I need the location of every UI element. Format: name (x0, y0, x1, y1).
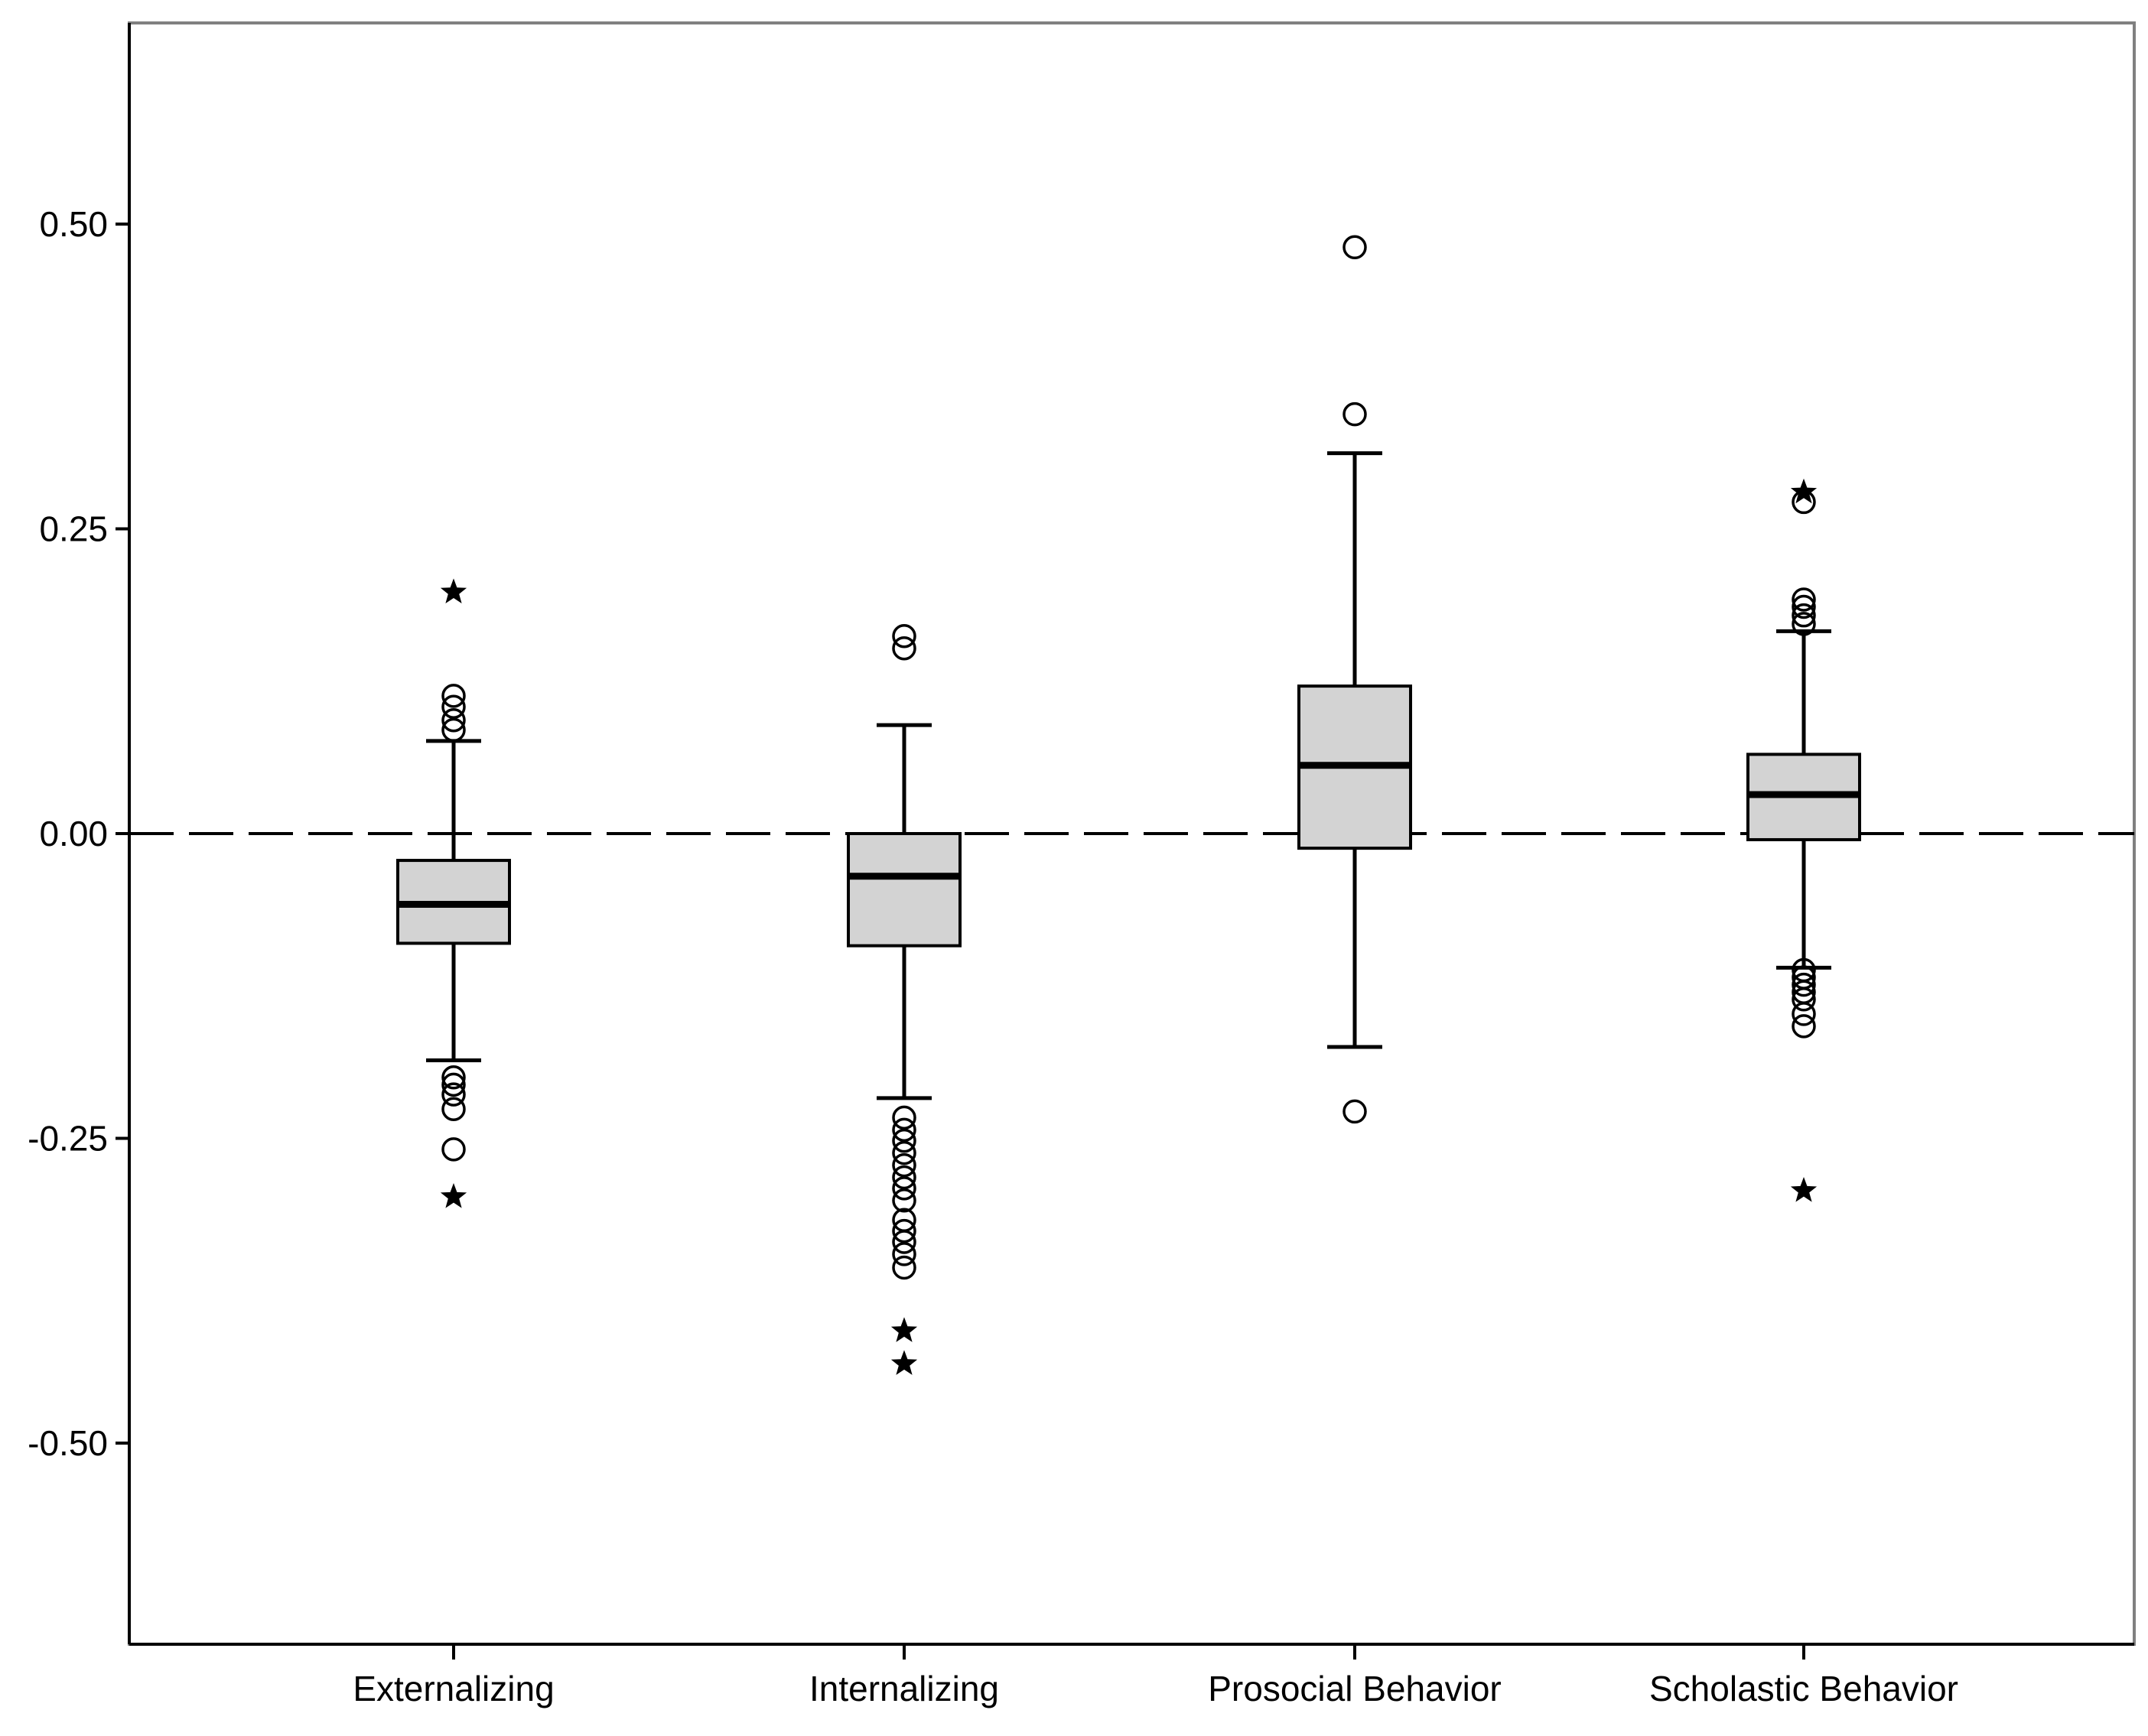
internalizing-outlier (892, 1128, 916, 1153)
internalizing-outlier (892, 1140, 916, 1165)
y-tick-label: -0.50 (28, 1423, 108, 1463)
scholastic-behavior-outlier (1792, 972, 1816, 997)
externalizing-outlier (441, 1072, 466, 1097)
internalizing-extreme (890, 1350, 918, 1375)
y-tick-label: 0.25 (39, 509, 108, 549)
internalizing-outlier (892, 1230, 916, 1254)
y-tick-label: 0.00 (39, 814, 108, 853)
scholastic-behavior-outlier (1792, 987, 1816, 1012)
prosocial-behavior-outlier (1342, 1099, 1367, 1124)
scholastic-behavior-outlier (1792, 1002, 1816, 1026)
internalizing-outlier (892, 1188, 916, 1213)
internalizing-outlier (892, 1152, 916, 1178)
internalizing-outlier (892, 636, 916, 661)
internalizing-outlier (892, 1176, 916, 1201)
internalizing-extreme (890, 1317, 918, 1342)
externalizing-extreme (440, 1183, 467, 1208)
internalizing-outlier (892, 1105, 916, 1130)
scholastic-behavior-outlier (1792, 587, 1816, 612)
externalizing-outlier (441, 1097, 466, 1121)
y-tick-label: 0.50 (39, 204, 108, 244)
scholastic-behavior-outlier (1792, 594, 1816, 619)
prosocial-behavior-outlier (1342, 235, 1367, 260)
externalizing-outlier (441, 684, 466, 708)
x-tick-label: Scholastic Behavior (1649, 1669, 1958, 1708)
scholastic-behavior-extreme (1790, 478, 1818, 504)
internalizing-outlier (892, 1165, 916, 1190)
prosocial-behavior-outlier (1342, 401, 1367, 427)
internalizing-outlier (892, 1242, 916, 1266)
x-tick-label: Externalizing (353, 1669, 554, 1708)
internalizing-box (847, 832, 962, 948)
externalizing-outlier (441, 708, 466, 733)
scholastic-behavior-outlier (1792, 1014, 1816, 1039)
x-tick-label: Prosocial Behavior (1208, 1669, 1502, 1708)
internalizing-outlier (892, 1255, 916, 1280)
y-tick-label: -0.25 (28, 1118, 108, 1158)
externalizing-extreme (440, 578, 467, 603)
externalizing-outlier (441, 1065, 466, 1090)
scholastic-behavior-outlier (1792, 603, 1816, 628)
internalizing-outlier (892, 624, 916, 649)
externalizing-outlier (441, 1137, 466, 1162)
internalizing-outlier (892, 1218, 916, 1243)
externalizing-outlier (441, 717, 466, 743)
x-tick-label: Internalizing (809, 1669, 999, 1708)
scholastic-behavior-extreme (1790, 1177, 1818, 1202)
externalizing-outlier (441, 694, 466, 719)
scholastic-behavior-outlier (1792, 612, 1816, 636)
externalizing-outlier (441, 1082, 466, 1107)
internalizing-outlier (892, 1117, 916, 1143)
